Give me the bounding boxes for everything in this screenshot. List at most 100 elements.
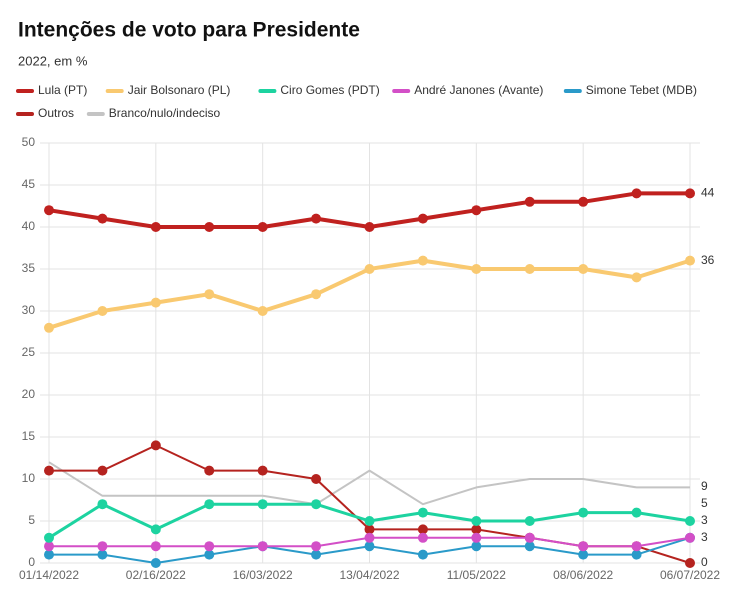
point: [97, 306, 108, 316]
point: [364, 524, 375, 535]
point: [578, 541, 589, 552]
x-tick-label: 08/06/2022: [553, 568, 613, 582]
point: [524, 541, 535, 552]
y-tick-label: 15: [22, 429, 36, 443]
legend-label: Lula (PT): [38, 83, 87, 97]
legend-label: Ciro Gomes (PDT): [280, 83, 379, 97]
point: [631, 507, 642, 518]
legend-label: Jair Bolsonaro (PL): [128, 83, 231, 97]
point: [97, 465, 108, 476]
value-label: 36: [701, 253, 715, 267]
x-tick-label: 16/03/2022: [233, 568, 293, 582]
point: [364, 541, 375, 552]
point: [150, 222, 161, 232]
x-tick-label: 01/14/2022: [19, 568, 79, 582]
point: [364, 222, 375, 232]
point: [150, 524, 161, 535]
point: [364, 264, 375, 274]
point: [685, 532, 695, 543]
point: [150, 297, 161, 308]
point: [44, 205, 54, 216]
point: [257, 541, 268, 552]
point: [631, 272, 642, 283]
x-tick-label: 06/07/2022: [660, 568, 720, 582]
point: [417, 255, 428, 266]
point: [44, 322, 54, 333]
point: [44, 541, 54, 552]
point: [44, 465, 54, 476]
point: [257, 306, 268, 316]
point: [631, 549, 642, 560]
point: [204, 465, 215, 476]
legend-label: André Janones (Avante): [414, 83, 543, 97]
point: [204, 541, 215, 552]
legend-label: Outros: [38, 106, 74, 120]
point: [311, 541, 322, 552]
point: [417, 213, 428, 224]
point: [150, 541, 161, 552]
point: [97, 499, 108, 510]
y-tick-label: 5: [28, 513, 35, 527]
point: [471, 524, 482, 535]
legend-label: Simone Tebet (MDB): [586, 83, 697, 97]
point: [471, 541, 482, 552]
x-tick-label: 11/05/2022: [447, 568, 506, 582]
point: [524, 516, 535, 526]
point: [97, 541, 108, 552]
chart-title: Intenções de voto para Presidente: [18, 19, 360, 42]
point: [204, 222, 215, 232]
y-tick-label: 0: [28, 555, 35, 569]
point: [204, 289, 215, 300]
point: [578, 264, 589, 274]
value-label: 3: [701, 513, 708, 527]
x-tick-label: 13/04/2022: [339, 568, 399, 582]
value-label: 9: [701, 479, 708, 493]
point: [685, 188, 695, 199]
point: [97, 549, 108, 560]
y-tick-label: 25: [22, 345, 36, 359]
y-tick-label: 45: [22, 177, 36, 191]
point: [150, 558, 161, 568]
y-tick-label: 40: [22, 219, 36, 233]
point: [257, 465, 268, 476]
point: [578, 549, 589, 560]
y-tick-label: 30: [22, 303, 36, 317]
point: [44, 532, 54, 543]
chart-subtitle: 2022, em %: [18, 53, 88, 68]
point: [44, 549, 54, 560]
point: [631, 541, 642, 552]
point: [257, 222, 268, 232]
point: [311, 474, 322, 484]
point: [631, 188, 642, 199]
point: [150, 440, 161, 451]
point: [685, 255, 695, 266]
point: [471, 516, 482, 526]
point: [471, 264, 482, 274]
y-tick-label: 35: [22, 261, 36, 275]
point: [471, 532, 482, 543]
y-tick-label: 10: [22, 471, 36, 485]
point: [417, 524, 428, 535]
point: [417, 507, 428, 518]
y-tick-label: 50: [22, 135, 36, 149]
point: [578, 196, 589, 207]
point: [311, 289, 322, 300]
point: [578, 507, 589, 518]
point: [685, 516, 695, 526]
point: [471, 205, 482, 216]
point: [97, 213, 108, 224]
x-tick-label: 02/16/2022: [126, 568, 186, 582]
point: [204, 549, 215, 560]
point: [257, 499, 268, 510]
value-label: 3: [701, 530, 708, 544]
point: [204, 499, 215, 510]
value-label: 0: [701, 555, 708, 569]
value-label: 5: [701, 496, 708, 510]
point: [364, 532, 375, 543]
point: [311, 549, 322, 560]
point: [417, 532, 428, 543]
y-tick-label: 20: [22, 387, 36, 401]
series-line: [48, 461, 690, 506]
